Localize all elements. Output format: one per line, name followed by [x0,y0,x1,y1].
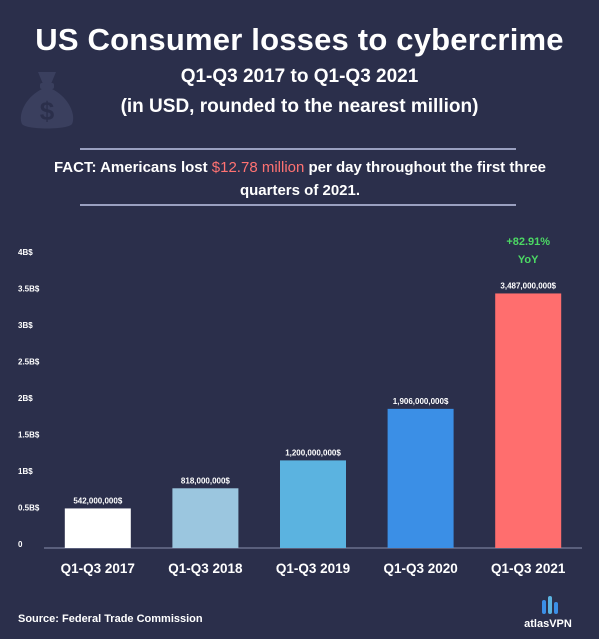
chart-title: US Consumer losses to cybercrime [35,22,564,57]
y-tick-label: 1B$ [18,467,33,476]
y-tick-label: 0 [18,540,23,549]
bar-5 [495,293,562,548]
fact-text-before: Americans lost [96,159,212,176]
bar-value-label: 3,487,000,000$ [500,281,556,290]
x-tick-label: Q1-Q3 2017 [61,561,135,576]
y-tick-label: 3B$ [18,321,33,330]
fact-bottom-divider [80,204,516,206]
chart-subtitle-units: (in USD, rounded to the nearest million) [120,96,479,117]
y-tick-label: 2.5B$ [18,358,40,367]
source-note: Source: Federal Trade Commission [18,613,203,625]
bar-chart: 0 0.5B$ 1B$ 1.5B$ 2B$ 2.5B$ 3B$ 3.5B$ 4B$ 542,000… [18,236,582,576]
bar-3 [280,460,346,548]
y-tick-label: 3.5B$ [18,285,40,294]
fact-highlight: $12.78 million [211,159,305,176]
svg-text:$: $ [40,96,55,126]
fact-top-divider [80,148,516,150]
bar-1 [64,508,131,548]
bar-2 [172,488,239,548]
atlasvpn-logo-icon [542,596,558,614]
y-tick-label: 0.5B$ [18,504,40,513]
x-tick-label: Q1-Q3 2020 [383,561,457,576]
bar-4 [387,408,454,548]
yoy-label-annotation: YoY [518,254,539,266]
y-tick-label: 1.5B$ [18,431,40,440]
y-tick-label: 4B$ [18,248,33,257]
x-tick-label: Q1-Q3 2021 [491,561,566,576]
chart-subtitle-period: Q1-Q3 2017 to Q1-Q3 2021 [180,66,419,87]
bar-value-label: 818,000,000$ [181,476,230,485]
x-tick-label: Q1-Q3 2019 [276,561,350,576]
fact-callout: FACT: Americans lost $12.78 million per … [40,156,560,202]
y-tick-label: 2B$ [18,394,33,403]
x-tick-label: Q1-Q3 2018 [168,561,243,576]
bar-value-label: 1,906,000,000$ [393,397,449,406]
brand-name: atlasVPN [524,618,572,630]
bar-value-label: 1,200,000,000$ [285,448,341,457]
fact-label: FACT: [53,159,97,176]
money-bag-icon: $ [20,72,74,129]
yoy-change-annotation: +82.91% [506,236,550,248]
bar-value-label: 542,000,000$ [73,496,122,505]
fact-text-after: per day throughout the first three quart… [239,159,547,199]
